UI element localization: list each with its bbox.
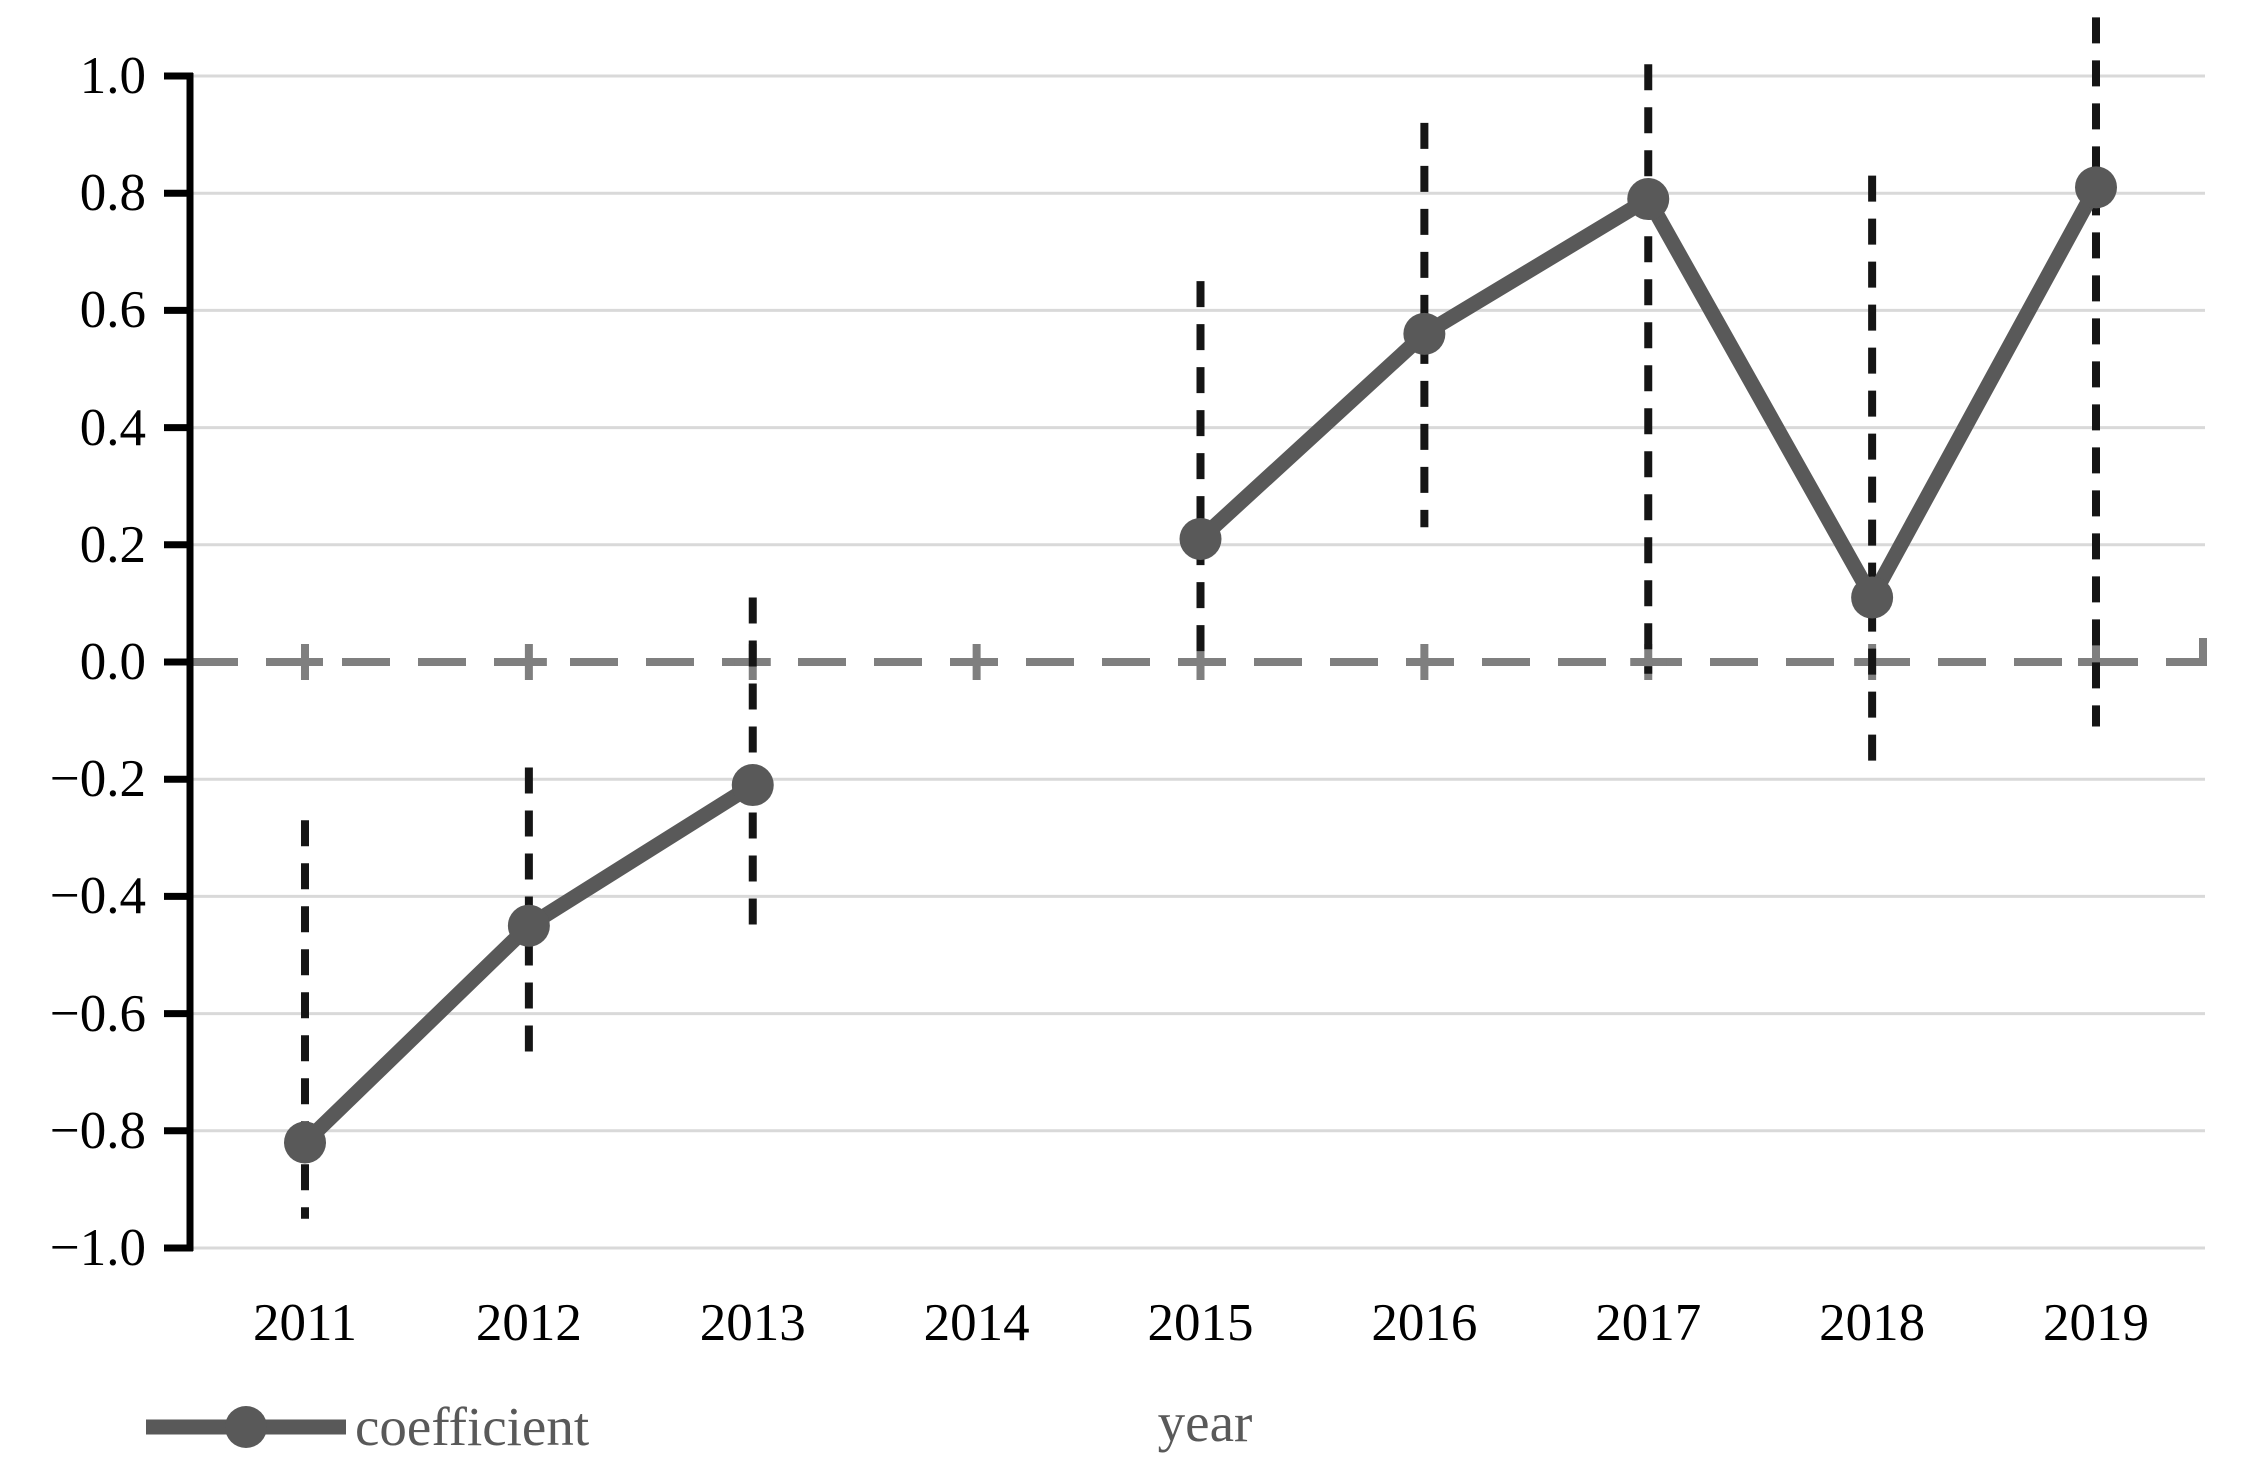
x-tick-label-2014: 2014 [923, 1294, 1030, 1352]
coefficient-marker-2016 [1403, 312, 1446, 355]
x-tick-label-2011: 2011 [252, 1294, 358, 1352]
y-tick-label: −0.6 [49, 984, 146, 1043]
coefficient-marker-2017 [1627, 178, 1670, 221]
x-tick-label-2015: 2015 [1147, 1294, 1254, 1352]
coefficient-marker-2011 [284, 1121, 326, 1164]
x-tick-label-2017: 2017 [1595, 1294, 1702, 1352]
x-tick-label-2018: 2018 [1819, 1294, 1926, 1352]
x-tick-label-2012: 2012 [475, 1294, 582, 1352]
coefficient-marker-2019 [2075, 166, 2117, 209]
y-tick-label: −1.0 [49, 1219, 146, 1277]
x-tick-label-2016: 2016 [1371, 1294, 1478, 1352]
legend-sample-marker [225, 1406, 267, 1448]
y-tick-label: 0.8 [79, 164, 146, 223]
legend-line-marker-swatch [146, 1406, 346, 1448]
y-tick-label: −0.4 [49, 867, 146, 926]
legend: coefficient [143, 1396, 589, 1458]
y-tick-label: −0.8 [49, 1101, 146, 1160]
y-tick-label: −0.2 [49, 750, 146, 809]
y-tick-label: 0.4 [79, 398, 146, 457]
coefficient-marker-2018 [1851, 576, 1894, 619]
y-tick-label: 0.2 [79, 515, 146, 574]
coefficient-marker-2013 [731, 764, 774, 807]
y-tick-label: 1.0 [79, 47, 146, 105]
legend-label: coefficient [355, 1396, 590, 1457]
y-tick-label: 0.0 [79, 633, 146, 691]
x-axis-title: year [1157, 1392, 1253, 1453]
x-tick-label-2013: 2013 [699, 1294, 806, 1352]
coefficient-marker-2015 [1179, 517, 1222, 560]
y-tick-label: 0.6 [79, 281, 146, 340]
x-tick-label-2019: 2019 [2043, 1294, 2149, 1352]
coefficient-marker-2012 [507, 904, 550, 947]
